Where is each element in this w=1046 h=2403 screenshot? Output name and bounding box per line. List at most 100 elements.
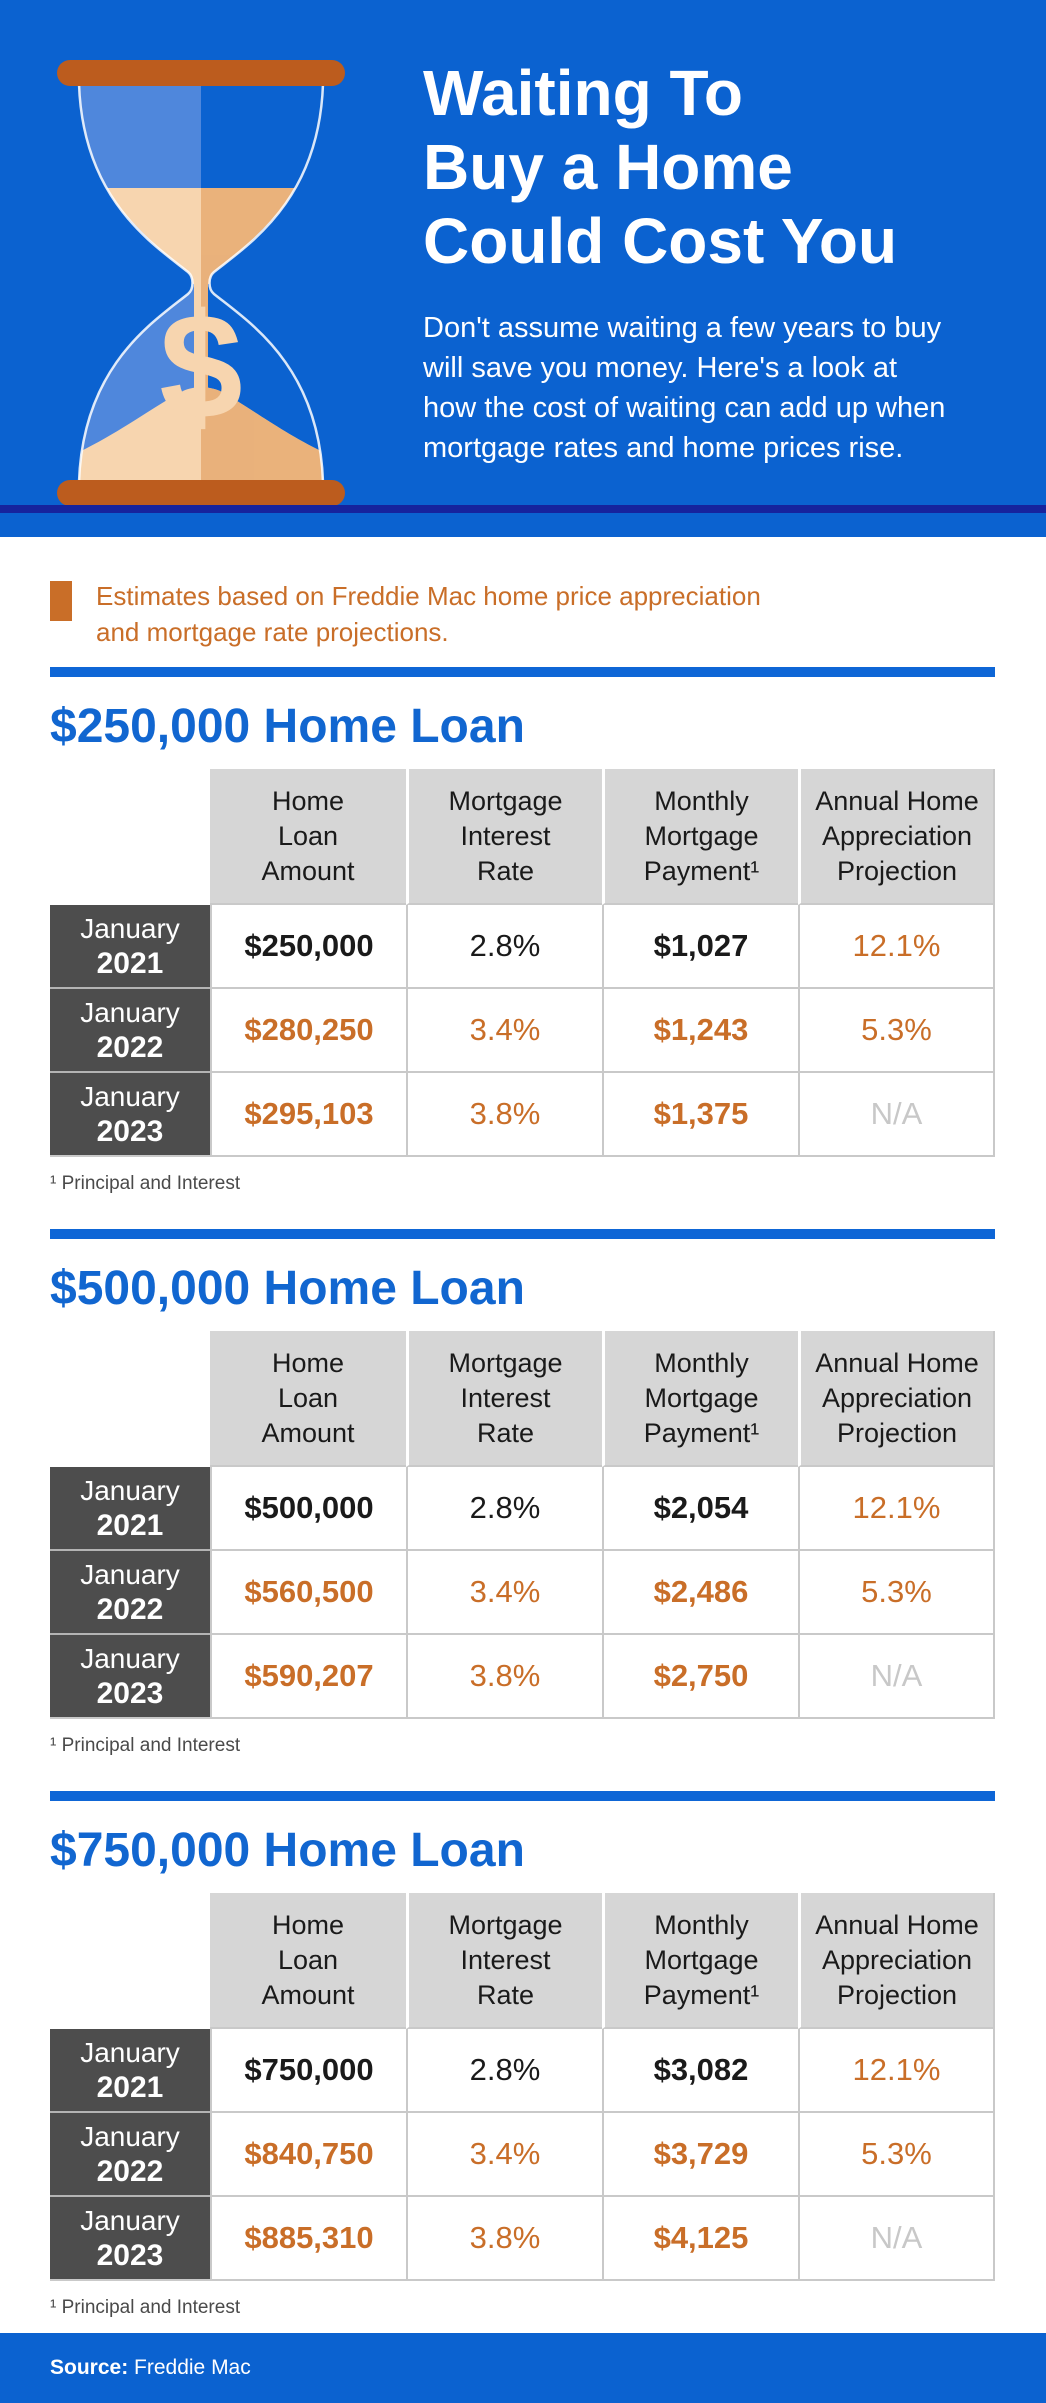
table-cell-appreciation: 12.1% <box>798 905 995 989</box>
dollar-sign-icon: $ <box>159 282 242 450</box>
table-cell-loan: $280,250 <box>210 989 406 1073</box>
row-header-jan-2022: January 2022 <box>50 989 210 1073</box>
table-corner-cell <box>50 1893 210 2029</box>
page-description: Don't assume waiting a few years to buy … <box>423 312 946 464</box>
hourglass-dollar-icon: $ <box>57 60 345 505</box>
row-header-jan-2021: January 2021 <box>50 905 210 989</box>
column-header-loan-amount: Home Loan Amount <box>210 1331 406 1467</box>
table-cell-payment: $4,125 <box>602 2197 798 2281</box>
table-cell-rate: 2.8% <box>406 905 602 989</box>
table-cell-appreciation: 12.1% <box>798 2029 995 2113</box>
row-year: 2022 <box>96 1593 164 1626</box>
table-cell-appreciation: N/A <box>798 2197 995 2281</box>
source-attribution: Source: Freddie Mac <box>50 2356 251 2380</box>
table-corner-cell <box>50 1331 210 1467</box>
table-cell-appreciation: 12.1% <box>798 1467 995 1551</box>
table-cell-loan: $885,310 <box>210 2197 406 2281</box>
table-cell-appreciation: N/A <box>798 1073 995 1157</box>
footer-bar: Source: Freddie Mac <box>0 2333 1046 2403</box>
table-cell-appreciation: 5.3% <box>798 1551 995 1635</box>
legend-text: Estimates based on Freddie Mac home pric… <box>96 581 761 647</box>
column-header-appreciation: Annual Home Appreciation Projection <box>798 1331 995 1467</box>
section-divider <box>50 1791 995 1801</box>
column-header-interest-rate: Mortgage Interest Rate <box>406 769 602 905</box>
row-year: 2021 <box>96 1509 164 1542</box>
row-month: January <box>80 997 180 1028</box>
table-cell-appreciation: 5.3% <box>798 2113 995 2197</box>
table-cell-appreciation: N/A <box>798 1635 995 1719</box>
row-header-jan-2022: January 2022 <box>50 1551 210 1635</box>
row-header-jan-2021: January 2021 <box>50 2029 210 2113</box>
table-cell-loan: $295,103 <box>210 1073 406 1157</box>
loan-table-500k: Home Loan Amount Mortgage Interest Rate … <box>50 1331 995 1719</box>
table-footnote: ¹ Principal and Interest <box>50 2297 241 2318</box>
table-cell-loan: $750,000 <box>210 2029 406 2113</box>
row-month: January <box>80 1559 180 1590</box>
table-cell-payment: $2,054 <box>602 1467 798 1551</box>
column-header-monthly-payment: Monthly Mortgage Payment¹ <box>602 1331 798 1467</box>
hourglass-bottom-cap <box>57 480 345 505</box>
column-header-loan-amount: Home Loan Amount <box>210 1893 406 2029</box>
row-year: 2023 <box>96 1115 164 1148</box>
column-header-appreciation: Annual Home Appreciation Projection <box>798 769 995 905</box>
table-cell-rate: 3.4% <box>406 989 602 1073</box>
row-month: January <box>80 1475 180 1506</box>
row-header-jan-2021: January 2021 <box>50 1467 210 1551</box>
content-area: Estimates based on Freddie Mac home pric… <box>0 578 1046 2323</box>
row-year: 2023 <box>96 2239 164 2272</box>
legend-swatch-icon <box>50 581 72 621</box>
table-footnote: ¹ Principal and Interest <box>50 1173 241 1194</box>
table-cell-loan: $500,000 <box>210 1467 406 1551</box>
hero-blue-band <box>0 513 1046 537</box>
hero-text-block: Waiting To Buy a Home Could Cost You Don… <box>423 56 1003 468</box>
loan-table-250k: Home Loan Amount Mortgage Interest Rate … <box>50 769 995 1157</box>
table-cell-payment: $1,243 <box>602 989 798 1073</box>
table-cell-loan: $560,500 <box>210 1551 406 1635</box>
table-cell-payment: $2,750 <box>602 1635 798 1719</box>
row-year: 2022 <box>96 2155 164 2188</box>
table-cell-payment: $3,729 <box>602 2113 798 2197</box>
row-month: January <box>80 2037 180 2068</box>
row-month: January <box>80 1081 180 1112</box>
loan-table-750k: Home Loan Amount Mortgage Interest Rate … <box>50 1893 995 2281</box>
table-cell-rate: 3.8% <box>406 1073 602 1157</box>
row-header-jan-2023: January 2023 <box>50 2197 210 2281</box>
table-cell-payment: $3,082 <box>602 2029 798 2113</box>
section-divider <box>50 1229 995 1239</box>
row-year: 2023 <box>96 1677 164 1710</box>
table-cell-loan: $840,750 <box>210 2113 406 2197</box>
table-cell-rate: 3.8% <box>406 2197 602 2281</box>
row-header-jan-2023: January 2023 <box>50 1635 210 1719</box>
table-cell-rate: 3.4% <box>406 2113 602 2197</box>
hourglass-glass-interior: $ <box>79 84 323 482</box>
section-title-750k: $750,000 Home Loan <box>50 1824 525 1877</box>
column-header-appreciation: Annual Home Appreciation Projection <box>798 1893 995 2029</box>
hero-section: $ Waiting To Buy a Home Could Cost You D… <box>0 0 1046 505</box>
table-cell-loan: $590,207 <box>210 1635 406 1719</box>
row-year: 2022 <box>96 1031 164 1064</box>
row-year: 2021 <box>96 2071 164 2104</box>
column-header-loan-amount: Home Loan Amount <box>210 769 406 905</box>
legend: Estimates based on Freddie Mac home pric… <box>50 578 995 650</box>
table-cell-rate: 2.8% <box>406 1467 602 1551</box>
page-title: Waiting To Buy a Home Could Cost You <box>423 57 898 277</box>
row-month: January <box>80 1643 180 1674</box>
table-footnote: ¹ Principal and Interest <box>50 1735 241 1756</box>
table-cell-rate: 3.8% <box>406 1635 602 1719</box>
column-header-interest-rate: Mortgage Interest Rate <box>406 1893 602 2029</box>
table-cell-rate: 2.8% <box>406 2029 602 2113</box>
column-header-monthly-payment: Monthly Mortgage Payment¹ <box>602 1893 798 2029</box>
source-label: Source: <box>50 2356 129 2379</box>
row-month: January <box>80 2121 180 2152</box>
column-header-interest-rate: Mortgage Interest Rate <box>406 1331 602 1467</box>
section-title-250k: $250,000 Home Loan <box>50 700 525 753</box>
row-year: 2021 <box>96 947 164 980</box>
table-cell-rate: 3.4% <box>406 1551 602 1635</box>
table-cell-payment: $1,375 <box>602 1073 798 1157</box>
section-divider <box>50 667 995 677</box>
column-header-monthly-payment: Monthly Mortgage Payment¹ <box>602 769 798 905</box>
row-header-jan-2023: January 2023 <box>50 1073 210 1157</box>
row-month: January <box>80 2205 180 2236</box>
hero-navy-stripe <box>0 505 1046 513</box>
